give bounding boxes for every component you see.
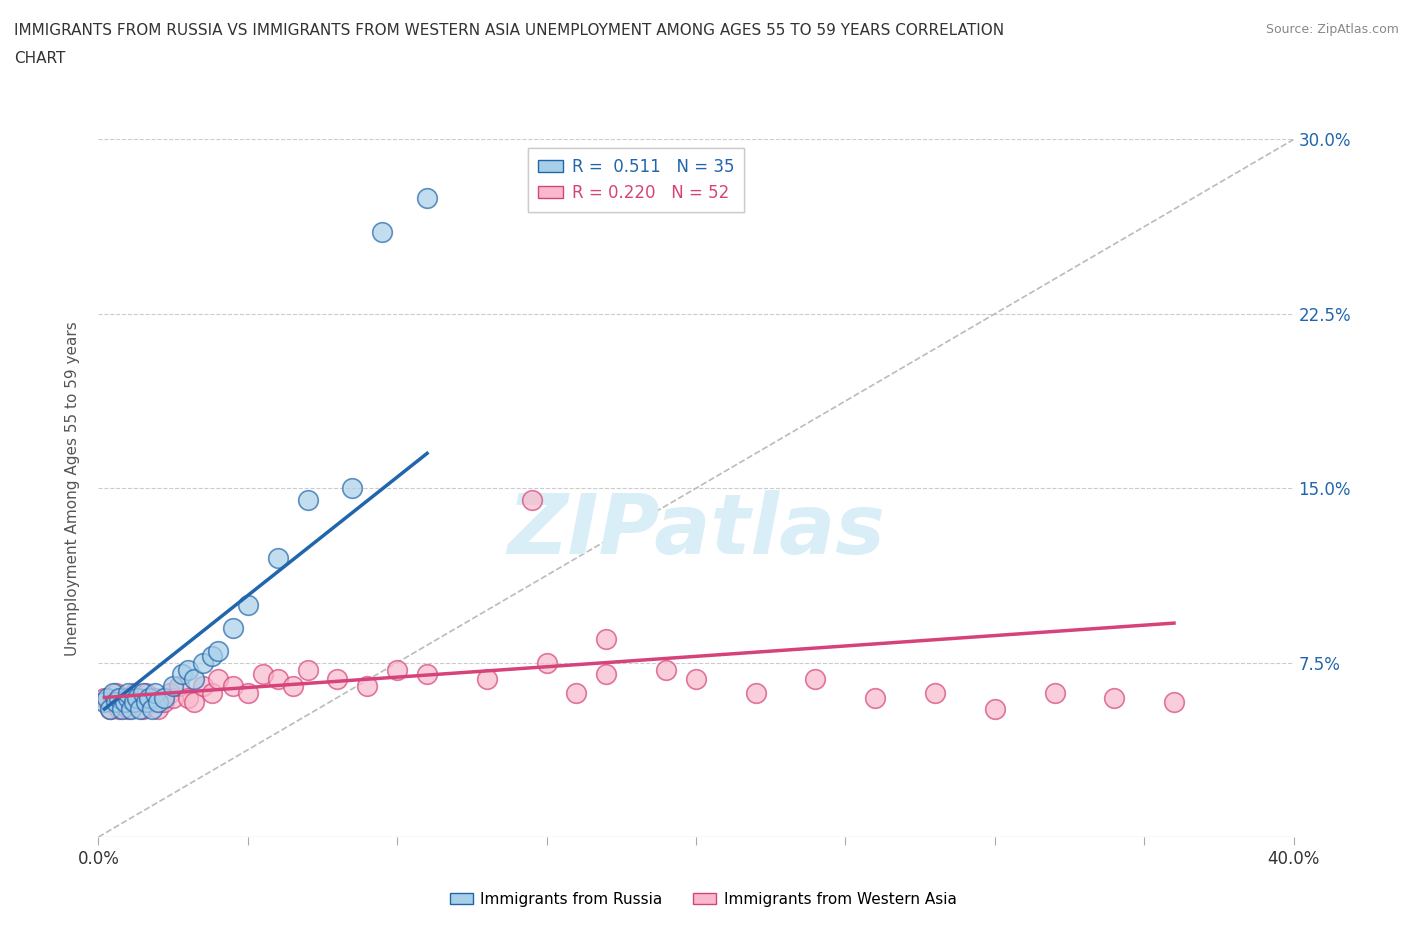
Point	[162, 679, 184, 694]
Point	[865, 690, 887, 705]
Point	[127, 695, 149, 710]
Text: Source: ZipAtlas.com: Source: ZipAtlas.com	[1265, 23, 1399, 36]
Point	[132, 701, 155, 716]
Point	[201, 685, 224, 700]
Point	[356, 679, 378, 694]
Legend: Immigrants from Russia, Immigrants from Western Asia: Immigrants from Russia, Immigrants from …	[443, 886, 963, 913]
Point	[111, 701, 134, 716]
Point	[1163, 695, 1185, 710]
Point	[371, 225, 394, 240]
Point	[1043, 685, 1066, 700]
Point	[536, 656, 558, 671]
Point	[153, 690, 176, 705]
Point	[416, 190, 439, 205]
Point	[236, 597, 259, 612]
Point	[100, 701, 122, 716]
Point	[129, 701, 152, 716]
Point	[124, 695, 146, 710]
Point	[804, 671, 827, 686]
Point	[103, 695, 125, 710]
Point	[132, 685, 155, 700]
Text: IMMIGRANTS FROM RUSSIA VS IMMIGRANTS FROM WESTERN ASIA UNEMPLOYMENT AMONG AGES 5: IMMIGRANTS FROM RUSSIA VS IMMIGRANTS FRO…	[14, 23, 1004, 38]
Point	[655, 662, 678, 677]
Point	[120, 690, 142, 705]
Point	[143, 690, 166, 705]
Point	[183, 695, 205, 710]
Point	[385, 662, 409, 677]
Point	[129, 690, 152, 705]
Point	[1104, 690, 1126, 705]
Point	[148, 695, 170, 710]
Text: ZIPatlas: ZIPatlas	[508, 489, 884, 571]
Point	[191, 656, 214, 671]
Legend: R =  0.511   N = 35, R = 0.220   N = 52: R = 0.511 N = 35, R = 0.220 N = 52	[529, 148, 744, 212]
Point	[984, 701, 1007, 716]
Point	[207, 671, 229, 686]
Point	[93, 690, 115, 705]
Point	[177, 690, 200, 705]
Point	[93, 695, 115, 710]
Point	[595, 632, 617, 647]
Point	[105, 695, 128, 710]
Point	[141, 701, 163, 716]
Point	[100, 701, 122, 716]
Point	[153, 695, 176, 710]
Point	[342, 481, 364, 496]
Point	[96, 690, 118, 705]
Point	[114, 695, 136, 710]
Point	[167, 679, 190, 694]
Point	[135, 695, 157, 710]
Point	[117, 701, 139, 716]
Point	[124, 685, 146, 700]
Point	[685, 671, 707, 686]
Point	[924, 685, 946, 700]
Point	[297, 662, 319, 677]
Point	[416, 667, 439, 682]
Point	[281, 679, 304, 694]
Point	[127, 690, 149, 705]
Point	[520, 493, 543, 508]
Point	[117, 685, 139, 700]
Point	[565, 685, 588, 700]
Point	[159, 685, 181, 700]
Point	[135, 685, 157, 700]
Y-axis label: Unemployment Among Ages 55 to 59 years: Unemployment Among Ages 55 to 59 years	[65, 321, 80, 656]
Point	[183, 671, 205, 686]
Point	[236, 685, 259, 700]
Point	[201, 648, 224, 663]
Point	[326, 671, 349, 686]
Point	[222, 620, 245, 635]
Point	[172, 667, 194, 682]
Point	[105, 685, 128, 700]
Point	[267, 671, 290, 686]
Point	[141, 695, 163, 710]
Point	[252, 667, 274, 682]
Point	[114, 695, 136, 710]
Point	[207, 644, 229, 658]
Point	[143, 685, 166, 700]
Point	[162, 690, 184, 705]
Text: CHART: CHART	[14, 51, 66, 66]
Point	[222, 679, 245, 694]
Point	[267, 551, 290, 565]
Point	[191, 679, 214, 694]
Point	[117, 690, 139, 705]
Point	[138, 690, 160, 705]
Point	[108, 690, 131, 705]
Point	[148, 701, 170, 716]
Point	[745, 685, 768, 700]
Point	[120, 701, 142, 716]
Point	[297, 493, 319, 508]
Point	[103, 685, 125, 700]
Point	[111, 690, 134, 705]
Point	[595, 667, 617, 682]
Point	[177, 662, 200, 677]
Point	[475, 671, 498, 686]
Point	[108, 701, 131, 716]
